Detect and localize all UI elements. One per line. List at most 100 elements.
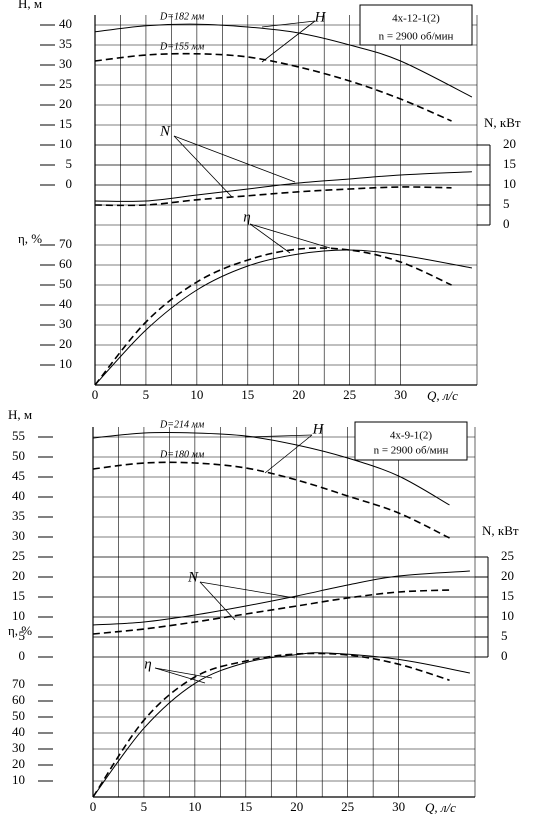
y-axis-label: H, м — [8, 407, 32, 422]
y-tick-label: 10 — [59, 136, 72, 151]
annotation: η — [144, 656, 151, 672]
curve — [94, 247, 452, 386]
leader-line — [199, 581, 296, 599]
y2-tick-label: 10 — [501, 608, 514, 623]
info-text: n = 2900 об/мин — [379, 31, 454, 43]
y2-axis-label: N, кВт — [482, 523, 519, 538]
annotation: N — [159, 123, 171, 139]
curve — [92, 652, 471, 798]
leader-line — [244, 434, 313, 438]
curve — [92, 570, 470, 626]
y3-tick-label: 40 — [12, 724, 25, 739]
y-tick-label: 45 — [12, 468, 25, 483]
x-tick-label: 25 — [343, 387, 356, 402]
curve — [94, 23, 473, 98]
y-tick-label: 20 — [12, 568, 25, 583]
curve-label: D=182 мм — [159, 11, 205, 22]
y-tick-label: 55 — [12, 428, 25, 443]
y3-tick-label: 60 — [12, 692, 25, 707]
y-tick-label: 0 — [66, 176, 73, 191]
y-tick-label: 40 — [12, 488, 25, 503]
y2-tick-label: 5 — [501, 628, 508, 643]
y3-axis-label: η, % — [8, 623, 32, 638]
curve — [92, 652, 450, 798]
y3-tick-label: 60 — [59, 256, 72, 271]
y2-tick-label: 5 — [503, 196, 510, 211]
y3-tick-label: 10 — [59, 356, 72, 371]
curve — [92, 432, 450, 506]
y2-axis-label: N, кВт — [484, 115, 521, 130]
y-tick-label: 15 — [59, 116, 72, 131]
y2-tick-label: 10 — [503, 176, 516, 191]
y3-tick-label: 30 — [59, 316, 72, 331]
y2-tick-label: 0 — [501, 648, 508, 663]
y-tick-label: 10 — [12, 608, 25, 623]
curve — [94, 52, 452, 122]
y-tick-label: 5 — [19, 628, 26, 643]
y-tick-label: 50 — [12, 448, 25, 463]
x-axis-label: Q, л/с — [425, 800, 456, 815]
y2-tick-label: 20 — [503, 136, 516, 151]
y-tick-label: 25 — [59, 76, 72, 91]
x-tick-label: 25 — [341, 799, 354, 814]
y3-tick-label: 50 — [59, 276, 72, 291]
y-tick-label: 5 — [66, 156, 73, 171]
info-text: n = 2900 об/мин — [374, 445, 449, 457]
y-tick-label: 35 — [59, 36, 72, 51]
x-tick-label: 30 — [392, 799, 405, 814]
leader-line — [249, 223, 331, 249]
x-tick-label: 20 — [292, 387, 305, 402]
y3-tick-label: 50 — [12, 708, 25, 723]
y-tick-label: 35 — [12, 508, 25, 523]
info-box — [359, 4, 473, 46]
y3-tick-label: 20 — [12, 756, 25, 771]
leader-line — [261, 20, 316, 28]
curve — [92, 461, 450, 539]
x-tick-label: 10 — [188, 799, 201, 814]
curve — [94, 171, 472, 202]
leader-line — [154, 667, 206, 684]
y3-tick-label: 40 — [59, 296, 72, 311]
y-tick-label: 40 — [59, 16, 72, 31]
annotation: η — [243, 209, 250, 225]
annotation: H — [312, 421, 325, 437]
y2-tick-label: 20 — [501, 568, 514, 583]
y-tick-label: 25 — [12, 548, 25, 563]
y3-tick-label: 70 — [12, 676, 25, 691]
x-tick-label: 20 — [290, 799, 303, 814]
info-text: 4х-9-1(2) — [390, 430, 432, 442]
y2-tick-label: 25 — [501, 548, 514, 563]
info-box — [354, 421, 468, 461]
y2-tick-label: 0 — [503, 216, 510, 231]
x-tick-label: 5 — [141, 799, 148, 814]
curve-label: D=155 мм — [159, 41, 205, 52]
leader-line — [261, 20, 316, 63]
y-tick-label: 15 — [12, 588, 25, 603]
y3-tick-label: 30 — [12, 740, 25, 755]
x-tick-label: 30 — [394, 387, 407, 402]
y3-tick-label: 10 — [12, 772, 25, 787]
info-text: 4х-12-1(2) — [392, 13, 440, 25]
x-tick-label: 10 — [190, 387, 203, 402]
x-tick-label: 5 — [143, 387, 150, 402]
leader-line — [249, 223, 291, 254]
x-tick-label: 15 — [239, 799, 252, 814]
leader-line — [173, 135, 233, 198]
leader-line — [199, 581, 236, 621]
leader-line — [264, 434, 313, 474]
annotation: H — [314, 9, 327, 25]
y3-axis-label: η, % — [18, 231, 42, 246]
y-tick-label: 30 — [12, 528, 25, 543]
curve — [94, 186, 452, 207]
curve — [94, 249, 472, 386]
curve — [92, 589, 450, 635]
leader-line — [173, 135, 296, 183]
x-tick-label: 0 — [90, 799, 97, 814]
y-axis-label: H, м — [18, 0, 42, 11]
y-tick-label: 20 — [59, 96, 72, 111]
annotation: N — [187, 569, 199, 585]
curve-label: D=180 мм — [159, 449, 205, 460]
leader-line — [154, 667, 213, 679]
